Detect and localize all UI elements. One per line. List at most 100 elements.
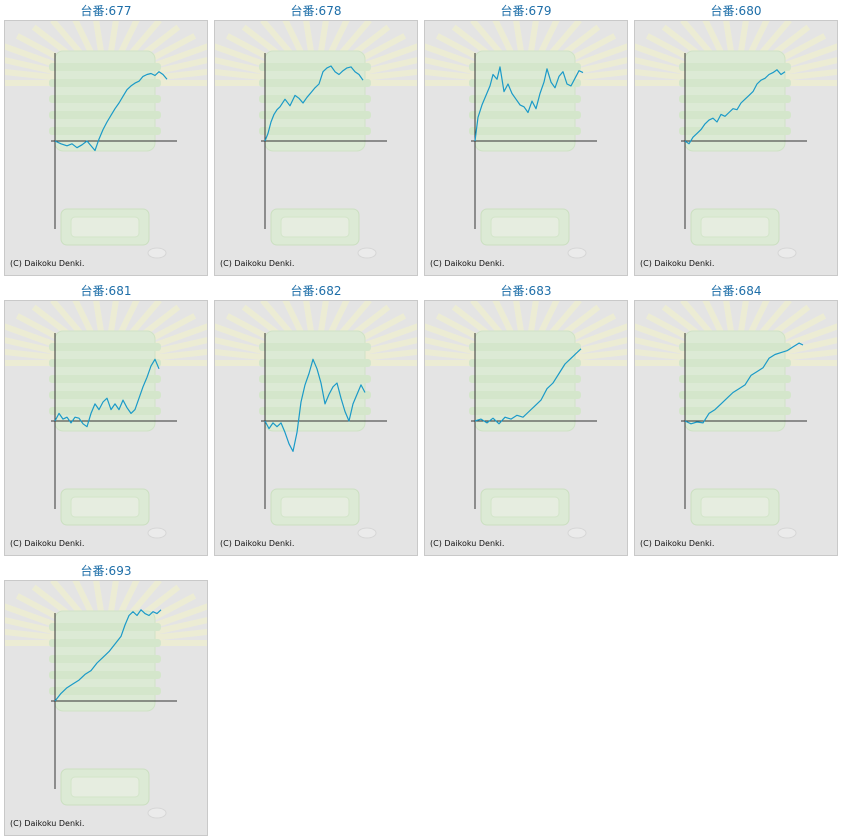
copyright-label: (C) Daikoku Denki. <box>10 259 85 268</box>
machine-band-decoration <box>259 111 371 119</box>
chart-title-link[interactable]: 台番:678 <box>290 4 342 18</box>
machine-band-decoration <box>679 63 791 71</box>
chart-cell: 台番:693 (C) Daikoku Denki. <box>4 560 208 836</box>
slump-graph <box>635 301 837 555</box>
machine-band-decoration <box>49 655 161 663</box>
chart-panel: (C) Daikoku Denki. <box>4 580 208 836</box>
chart-panel: (C) Daikoku Denki. <box>424 20 628 276</box>
coin-decoration <box>777 247 797 259</box>
chart-cell: 台番:679 (C) Daikoku Denki. <box>424 0 628 276</box>
chart-cell: 台番:678 (C) Daikoku Denki. <box>214 0 418 276</box>
machine-band-decoration <box>679 127 791 135</box>
machine-band-decoration <box>49 623 161 631</box>
slump-graph <box>635 21 837 275</box>
slump-graph <box>5 581 207 835</box>
tray-inner-decoration <box>700 496 770 518</box>
chart-cell: 台番:682 (C) Daikoku Denki. <box>214 280 418 556</box>
tray-inner-decoration <box>700 216 770 238</box>
chart-panel: (C) Daikoku Denki. <box>424 300 628 556</box>
coin-decoration <box>357 247 377 259</box>
background-artwork <box>215 301 417 539</box>
machine-band-decoration <box>49 127 161 135</box>
slump-graph <box>5 301 207 555</box>
series-line <box>264 358 366 452</box>
chart-panel: (C) Daikoku Denki. <box>214 300 418 556</box>
coin-decoration <box>147 807 167 819</box>
chart-title-link[interactable]: 台番:683 <box>500 284 552 298</box>
machine-band-decoration <box>469 95 581 103</box>
tray-inner-decoration <box>280 496 350 518</box>
machine-band-decoration <box>259 391 371 399</box>
copyright-label: (C) Daikoku Denki. <box>430 259 505 268</box>
copyright-label: (C) Daikoku Denki. <box>430 539 505 548</box>
copyright-label: (C) Daikoku Denki. <box>640 539 715 548</box>
machine-band-decoration <box>469 359 581 367</box>
coin-decoration <box>567 527 587 539</box>
machine-band-decoration <box>469 343 581 351</box>
background-artwork <box>215 21 417 259</box>
machine-band-decoration <box>259 407 371 415</box>
machine-band-decoration <box>259 343 371 351</box>
chart-cell: 台番:681 (C) Daikoku Denki. <box>4 280 208 556</box>
chart-panel: (C) Daikoku Denki. <box>214 20 418 276</box>
machine-band-decoration <box>259 375 371 383</box>
coin-decoration <box>357 527 377 539</box>
coin-decoration <box>777 527 797 539</box>
machine-band-decoration <box>679 79 791 87</box>
machine-band-decoration <box>49 343 161 351</box>
machine-band-decoration <box>469 79 581 87</box>
tray-inner-decoration <box>70 776 140 798</box>
machine-band-decoration <box>49 95 161 103</box>
chart-panel: (C) Daikoku Denki. <box>4 20 208 276</box>
series-line <box>684 342 804 425</box>
chart-cell: 台番:677 (C) Daikoku Denki. <box>4 0 208 276</box>
tray-inner-decoration <box>70 496 140 518</box>
chart-title-link[interactable]: 台番:684 <box>710 284 762 298</box>
machine-band-decoration <box>679 111 791 119</box>
chart-title-link[interactable]: 台番:693 <box>80 564 132 578</box>
background-artwork <box>425 21 627 259</box>
slump-graph <box>5 21 207 275</box>
series-line <box>54 71 168 152</box>
background-artwork <box>635 301 837 539</box>
background-artwork <box>5 301 207 539</box>
machine-band-decoration <box>49 375 161 383</box>
coin-decoration <box>147 527 167 539</box>
chart-cell: 台番:684 (C) Daikoku Denki. <box>634 280 838 556</box>
series-line <box>54 358 160 428</box>
machine-band-decoration <box>259 79 371 87</box>
machine-band-decoration <box>49 407 161 415</box>
machine-band-decoration <box>259 95 371 103</box>
chart-panel: (C) Daikoku Denki. <box>634 300 838 556</box>
coin-decoration <box>147 247 167 259</box>
chart-title-link[interactable]: 台番:679 <box>500 4 552 18</box>
chart-title-link[interactable]: 台番:682 <box>290 284 342 298</box>
machine-band-decoration <box>49 687 161 695</box>
machine-band-decoration <box>49 111 161 119</box>
machine-band-decoration <box>679 343 791 351</box>
machine-band-decoration <box>259 127 371 135</box>
copyright-label: (C) Daikoku Denki. <box>640 259 715 268</box>
chart-panel: (C) Daikoku Denki. <box>634 20 838 276</box>
chart-panel: (C) Daikoku Denki. <box>4 300 208 556</box>
series-line <box>264 65 364 142</box>
series-line <box>684 69 786 145</box>
chart-cell: 台番:680 (C) Daikoku Denki. <box>634 0 838 276</box>
machine-band-decoration <box>679 375 791 383</box>
machine-band-decoration <box>49 639 161 647</box>
machine-band-decoration <box>49 63 161 71</box>
machine-band-decoration <box>679 391 791 399</box>
slump-graph <box>215 21 417 275</box>
machine-band-decoration <box>469 375 581 383</box>
chart-title-link[interactable]: 台番:680 <box>710 4 762 18</box>
series-line <box>474 66 584 142</box>
slump-graph <box>215 301 417 555</box>
machine-band-decoration <box>679 95 791 103</box>
chart-title-link[interactable]: 台番:681 <box>80 284 132 298</box>
machine-band-decoration <box>49 391 161 399</box>
machine-band-decoration <box>469 391 581 399</box>
copyright-label: (C) Daikoku Denki. <box>10 539 85 548</box>
tray-inner-decoration <box>70 216 140 238</box>
machine-band-decoration <box>259 63 371 71</box>
chart-title-link[interactable]: 台番:677 <box>80 4 132 18</box>
